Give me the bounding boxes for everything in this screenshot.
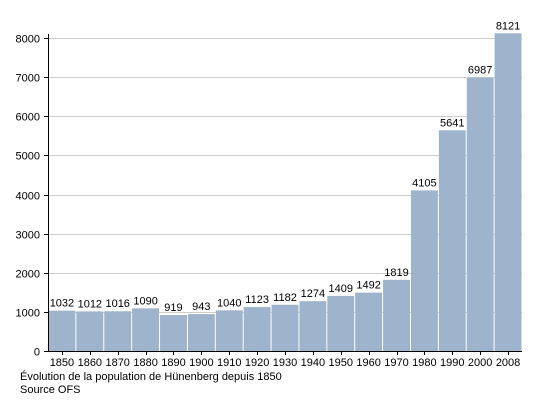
- y-tick-label: 8000: [16, 34, 40, 46]
- x-tick-label: 2000: [468, 357, 492, 369]
- x-tick-label: 1910: [217, 357, 241, 369]
- bar-value-label: 1123: [245, 294, 269, 306]
- bar: [355, 292, 383, 351]
- bar-value-label: 4105: [412, 177, 436, 189]
- x-tick-label: 1970: [384, 357, 408, 369]
- x-tick-label: 1960: [356, 357, 380, 369]
- bar-value-label: 1090: [133, 295, 157, 307]
- bar: [132, 308, 160, 351]
- bar: [466, 77, 494, 352]
- bars: [48, 33, 522, 352]
- bar: [383, 279, 410, 351]
- x-tick-label: 1890: [161, 357, 185, 369]
- y-tick-label: 1000: [16, 308, 40, 320]
- x-tick-label: 1980: [412, 357, 436, 369]
- bar-value-label: 1274: [301, 288, 325, 300]
- bar: [215, 310, 243, 351]
- x-tick-label: 1950: [329, 357, 353, 369]
- bar-value-label: 1012: [78, 298, 102, 310]
- bar: [299, 301, 327, 351]
- x-tick-label: 1990: [440, 357, 464, 369]
- x-tick-label: 1870: [105, 357, 129, 369]
- x-tick-label: 1920: [245, 357, 269, 369]
- bar: [76, 311, 104, 351]
- chart-caption: Évolution de la population de Hünenberg …: [20, 371, 282, 383]
- y-tick-label: 4000: [16, 191, 40, 203]
- gridlines: [48, 38, 522, 313]
- bar: [438, 130, 466, 351]
- x-tick-label: 2008: [496, 357, 520, 369]
- y-tick-label: 6000: [16, 112, 40, 124]
- axes: 0 1000 2000 3000 4000 5000 6000 7000 8000 1850 186…: [16, 34, 522, 369]
- chart-source: Source OFS: [20, 384, 81, 396]
- bar-value-label: 1492: [356, 280, 380, 292]
- x-tick-label: 1930: [273, 357, 297, 369]
- bar: [243, 307, 271, 351]
- bar-value-label: 1032: [50, 298, 74, 310]
- bar-value-label: 1819: [384, 267, 408, 279]
- data-labels: 1032 1012 1016 1090 919 943 1040 1123 1182 1274 14…: [50, 20, 521, 314]
- bar-value-label: 1409: [329, 283, 353, 295]
- y-tick-label: 2000: [16, 269, 40, 281]
- bar: [187, 314, 215, 351]
- bar: [327, 295, 355, 351]
- bar: [410, 190, 438, 351]
- bar-value-label: 919: [164, 302, 182, 314]
- bar-value-label: 1016: [105, 298, 129, 310]
- x-tick-label: 1850: [50, 357, 74, 369]
- x-tick-label: 1940: [301, 357, 325, 369]
- x-tick-label: 1860: [78, 357, 102, 369]
- bar-value-label: 943: [192, 301, 210, 313]
- y-tick-label: 0: [34, 347, 40, 359]
- bar: [104, 311, 132, 351]
- x-tick-label: 1880: [133, 357, 157, 369]
- bar: [271, 304, 299, 351]
- bar-value-label: 1182: [273, 292, 297, 304]
- bar-value-label: 6987: [468, 65, 492, 77]
- bar: [48, 310, 76, 351]
- bar-value-label: 5641: [440, 117, 464, 129]
- bar-value-label: 8121: [496, 20, 520, 32]
- x-tick-label: 1900: [189, 357, 213, 369]
- bar-value-label: 1040: [217, 297, 241, 309]
- bar: [160, 315, 187, 351]
- y-tick-label: 5000: [16, 151, 40, 163]
- bar: [494, 33, 522, 352]
- y-tick-label: 3000: [16, 230, 40, 242]
- y-tick-label: 7000: [16, 73, 40, 85]
